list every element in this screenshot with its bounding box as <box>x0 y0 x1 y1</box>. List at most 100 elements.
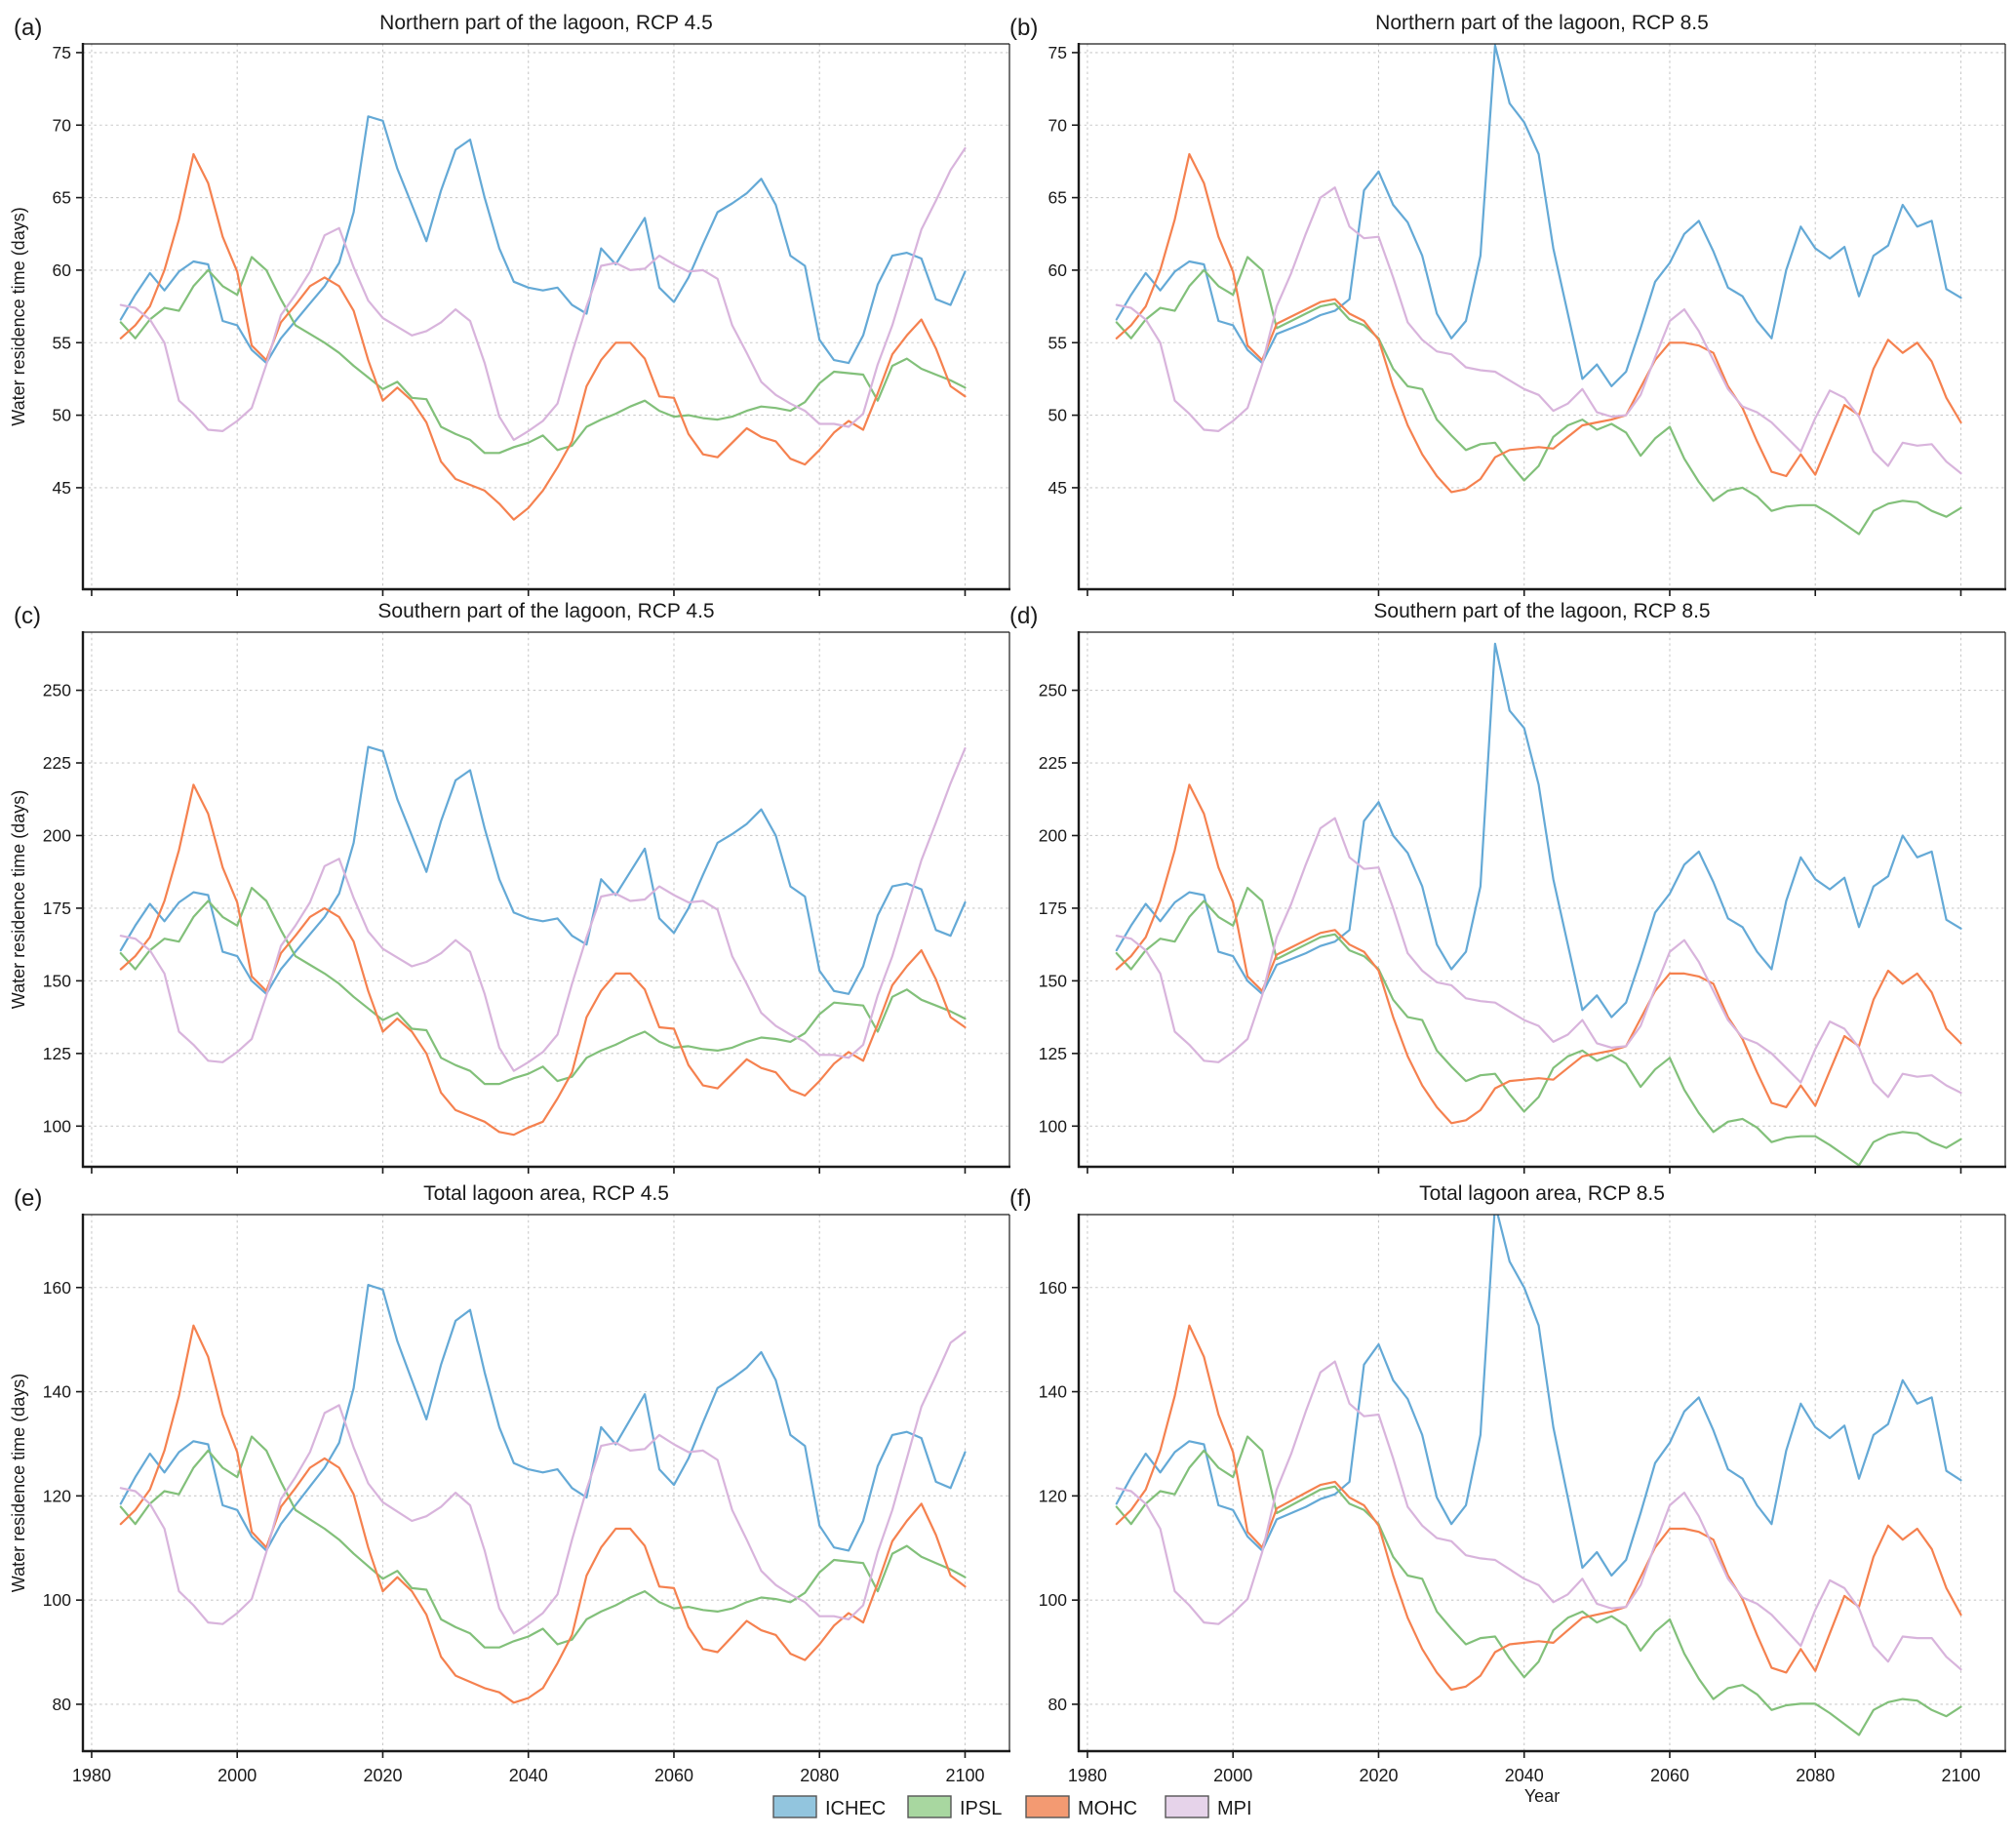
ytick-label: 150 <box>1039 971 1067 990</box>
ytick-label: 100 <box>1039 1116 1067 1136</box>
ytick-label: 100 <box>43 1590 71 1610</box>
series-ichec-line <box>1115 642 1962 1018</box>
series-ipsl-line <box>119 886 967 1086</box>
ytick-label: 125 <box>43 1044 71 1063</box>
grid-d <box>1079 632 2005 1167</box>
series-mpi-line <box>119 1330 967 1635</box>
series-group-c <box>119 745 967 1137</box>
panel-letter-b: (b) <box>1009 15 1038 41</box>
series-mpi-line <box>1115 817 1962 1098</box>
series-group-e <box>119 1283 967 1704</box>
series-mohc-line <box>119 1324 967 1704</box>
ytick-label: 160 <box>43 1278 71 1298</box>
axes-f <box>1077 1214 2006 1753</box>
series-mohc-line <box>1115 1324 1962 1692</box>
series-ipsl-line <box>1115 886 1962 1167</box>
xtick-label: 2080 <box>800 1766 839 1785</box>
xtick-label: 2020 <box>1359 1766 1398 1785</box>
series-ichec-line <box>119 1283 967 1552</box>
ytick-label: 120 <box>43 1486 71 1505</box>
series-mpi-line <box>1115 1360 1962 1671</box>
panel-title-e: Total lagoon area, RCP 4.5 <box>423 1182 669 1205</box>
axes-e <box>81 1214 1010 1753</box>
xtick-label: 2080 <box>1796 1766 1835 1785</box>
grid-c <box>83 632 1009 1167</box>
ytick-label: 65 <box>53 188 71 208</box>
legend-swatch <box>1165 1795 1209 1818</box>
ytick-label: 140 <box>43 1382 71 1402</box>
legend-swatch <box>1025 1795 1070 1818</box>
ytick-label: 60 <box>53 260 72 280</box>
xtick-label: 2040 <box>1505 1766 1544 1785</box>
legend: ICHEC IPSL MOHC MPI <box>772 1795 1252 1819</box>
ytick-label: 45 <box>53 478 71 498</box>
ytick-label: 200 <box>43 825 71 845</box>
xtick-label: 2020 <box>363 1766 402 1785</box>
axes-c <box>81 631 1010 1169</box>
ytick-label: 250 <box>43 681 71 700</box>
xtick-label: 1980 <box>72 1766 111 1785</box>
series-ichec-line <box>119 115 967 365</box>
legend-swatch <box>772 1795 817 1818</box>
panel-d: 100 125 150 175 200 225 250 Southern part of th… <box>1009 600 2006 1174</box>
ytick-label: 55 <box>1048 333 1067 352</box>
ytick-label: 75 <box>1048 43 1067 62</box>
series-ichec-line <box>1115 44 1962 387</box>
ytick-label: 75 <box>53 43 71 62</box>
panel-letter-e: (e) <box>14 1185 42 1212</box>
ytick-label: 225 <box>43 753 71 773</box>
ytick-label: 225 <box>1039 753 1067 773</box>
xtick-label: 2100 <box>1941 1766 1980 1785</box>
ytick-label: 50 <box>1048 406 1068 425</box>
panel-letter-c: (c) <box>14 603 41 629</box>
ytick-label: 140 <box>1039 1382 1067 1402</box>
xtick-label: 2100 <box>945 1766 984 1785</box>
legend-item-ipsl: IPSL <box>907 1795 1002 1819</box>
ytick-label: 160 <box>1039 1278 1067 1298</box>
series-mpi-line <box>119 146 967 441</box>
axes-d <box>1077 631 2006 1169</box>
ytick-label: 65 <box>1048 188 1067 208</box>
ytick-label: 175 <box>1039 899 1067 918</box>
panel-e: 80 100 120 140 160 1980 2000 2020 2040 2060 2080 21… <box>9 1182 1010 1785</box>
ytick-label: 60 <box>1048 260 1068 280</box>
ytick-label: 150 <box>43 971 71 990</box>
series-ipsl-line <box>1115 1435 1962 1737</box>
grid-e <box>83 1215 1009 1751</box>
panel-letter-f: (f) <box>1009 1185 1032 1212</box>
series-group-f <box>1115 1215 1962 1737</box>
ytick-label: 80 <box>1048 1695 1068 1714</box>
xtick-label: 2060 <box>1650 1766 1689 1785</box>
series-ichec-line <box>119 745 967 995</box>
ytick-label: 125 <box>1039 1044 1067 1063</box>
series-ipsl-line <box>119 256 967 455</box>
panel-title-a: Northern part of the lagoon, RCP 4.5 <box>379 12 713 34</box>
series-group-a <box>119 115 967 521</box>
panel-title-c: Southern part of the lagoon, RCP 4.5 <box>377 600 714 622</box>
series-mpi-line <box>1115 186 1962 475</box>
ytick-label: 50 <box>53 406 72 425</box>
grid-f <box>1079 1215 2005 1751</box>
legend-label: MPI <box>1217 1798 1252 1819</box>
xtick-label: 2040 <box>509 1766 548 1785</box>
legend-item-ichec: ICHEC <box>772 1795 886 1819</box>
ytick-label: 120 <box>1039 1486 1067 1505</box>
series-group-b <box>1115 44 1962 536</box>
xtick-label: 1980 <box>1068 1766 1107 1785</box>
xtick-label: 2060 <box>654 1766 693 1785</box>
legend-label: ICHEC <box>825 1798 886 1819</box>
ytick-label: 80 <box>53 1695 72 1714</box>
panel-b: 45 50 55 60 65 70 75 Northern part of the lagoo… <box>1009 12 2006 596</box>
ytick-label: 100 <box>43 1116 71 1136</box>
xtick-label: 2000 <box>217 1766 257 1785</box>
ytick-label: 200 <box>1039 825 1067 845</box>
series-mohc-line <box>1115 783 1962 1125</box>
legend-swatch <box>907 1795 952 1818</box>
grid-b <box>1079 44 2005 589</box>
ytick-label: 175 <box>43 899 71 918</box>
ytick-label: 45 <box>1048 478 1067 498</box>
panel-a: 45 50 55 60 65 70 75 Northern part of the lagoo… <box>9 12 1010 596</box>
panel-c: 100 125 150 175 200 225 250 Southern part of th… <box>9 600 1010 1174</box>
panel-title-d: Southern part of the lagoon, RCP 8.5 <box>1373 600 1710 622</box>
